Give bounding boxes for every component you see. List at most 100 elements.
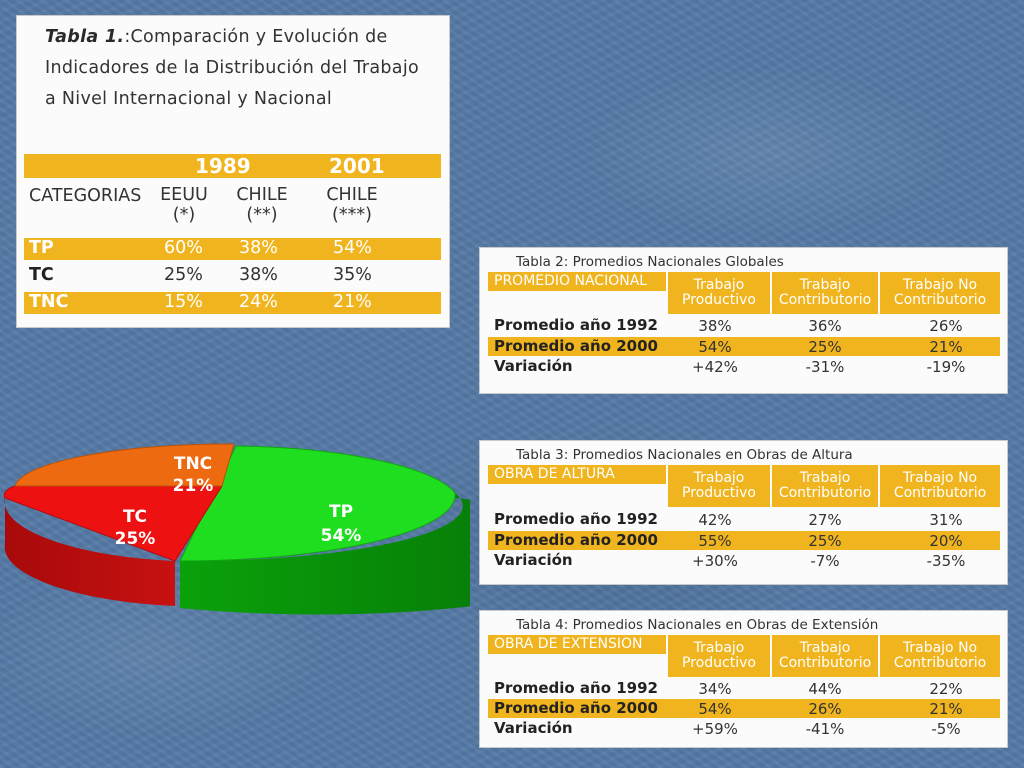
table-2-cell: -31% — [805, 358, 845, 376]
col-header-line: Trabajo — [693, 277, 745, 293]
table-1-col-chile-1: CHILE (**) — [227, 185, 297, 225]
table-3-row-band — [488, 531, 1000, 550]
pie-label-tc: TC — [123, 507, 147, 527]
col-header-line: Trabajo — [693, 640, 745, 656]
table-4-row-label: Promedio año 1992 — [494, 679, 658, 697]
table-3-cell: -35% — [926, 552, 966, 570]
col-header-line: Trabajo — [799, 470, 851, 486]
table-2-cell: 26% — [929, 317, 963, 335]
table-4-col-tnc: Trabajo No Contributorio — [880, 635, 1000, 677]
table-1-cell: 21% — [333, 292, 372, 312]
table-1-cell: 35% — [333, 265, 372, 285]
table-3-cell: 55% — [698, 532, 732, 550]
table-2-panel: Tabla 2: Promedios Nacionales Globales P… — [480, 248, 1007, 393]
col-name: CHILE — [326, 185, 378, 205]
table-2-col-tc: Trabajo Contributorio — [772, 272, 878, 314]
table-2-cell: 25% — [808, 338, 842, 356]
table-3-row-label: Variación — [494, 551, 573, 569]
table-3-cell: 25% — [808, 532, 842, 550]
table-4-title: Tabla 4: Promedios Nacionales en Obras d… — [516, 617, 879, 633]
table-3-cell: 42% — [698, 511, 732, 529]
col-note: (***) — [332, 205, 372, 225]
table-3-cell: 27% — [808, 511, 842, 529]
table-4-col-tc: Trabajo Contributorio — [772, 635, 878, 677]
col-header-line: Trabajo No — [902, 470, 978, 486]
pie-label-tp: TP — [329, 502, 353, 522]
col-name: CHILE — [236, 185, 288, 205]
col-header-line: Contributorio — [778, 292, 872, 308]
table-2-col-tp: Trabajo Productivo — [668, 272, 770, 314]
col-header-line: Productivo — [682, 655, 756, 671]
table-2-row-label: Variación — [494, 357, 573, 375]
col-header-line: Trabajo No — [902, 640, 978, 656]
col-header-line: Trabajo — [799, 277, 851, 293]
table-1-category-label: CATEGORIAS — [29, 186, 142, 206]
pie-side-tc — [4, 498, 175, 606]
table-1-year-1989: 1989 — [195, 154, 251, 178]
table-4-row-label: Variación — [494, 719, 573, 737]
table-1-year-band — [24, 154, 441, 178]
table-3-col-tnc: Trabajo No Contributorio — [880, 465, 1000, 507]
table-2-col-tnc: Trabajo No Contributorio — [880, 272, 1000, 314]
table-1-col-eeuu: EEUU (*) — [154, 185, 214, 225]
table-2-cell: -19% — [926, 358, 966, 376]
table-3-cell: +30% — [692, 552, 738, 570]
pie-side-tp — [180, 493, 470, 615]
table-1-cell: 24% — [239, 292, 278, 312]
table-4-col-tp: Trabajo Productivo — [668, 635, 770, 677]
table-2-row-label: Promedio año 2000 — [494, 337, 658, 355]
table-3-title: Tabla 3: Promedios Nacionales en Obras d… — [516, 447, 853, 463]
pie-slice-tnc — [14, 443, 235, 487]
table-1-title: Tabla 1.:Comparación y Evolución de Indi… — [45, 27, 419, 109]
table-1-cell: 54% — [333, 238, 372, 258]
col-header-line: Trabajo — [693, 470, 745, 486]
table-2-cell: 21% — [929, 338, 963, 356]
table-1-cell: 60% — [164, 238, 203, 258]
table-4-panel: Tabla 4: Promedios Nacionales en Obras d… — [480, 611, 1007, 747]
table-3-row-label: Promedio año 1992 — [494, 510, 658, 528]
table-3-row-label: Promedio año 2000 — [494, 531, 658, 549]
table-1-row-label-tnc: TNC — [29, 292, 69, 312]
table-3-category: OBRA DE ALTURA — [488, 465, 666, 484]
table-4-cell: +59% — [692, 720, 738, 738]
col-header-line: Contributorio — [778, 485, 872, 501]
table-1-col-chile-2: CHILE (***) — [317, 185, 387, 225]
col-header-line: Contributorio — [893, 292, 987, 308]
table-3-cell: -7% — [810, 552, 840, 570]
table-4-cell: 34% — [698, 680, 732, 698]
table-3-cell: 31% — [929, 511, 963, 529]
col-header-line: Contributorio — [778, 655, 872, 671]
table-4-cell: 26% — [808, 700, 842, 718]
table-2-row-label: Promedio año 1992 — [494, 316, 658, 334]
col-header-line: Trabajo — [799, 640, 851, 656]
table-2-row-band — [488, 337, 1000, 356]
col-note: (*) — [172, 205, 196, 225]
col-header-line: Contributorio — [893, 655, 987, 671]
table-4-cell: -5% — [931, 720, 961, 738]
table-4-row-band — [488, 699, 1000, 718]
table-4-cell: 22% — [929, 680, 963, 698]
table-1-cell: 25% — [164, 265, 203, 285]
table-4-cell: -41% — [805, 720, 845, 738]
table-2-cell: 36% — [808, 317, 842, 335]
pie-value-tp: 54% — [321, 526, 362, 546]
table-1-row-tnc-band — [24, 292, 441, 314]
col-header-line: Contributorio — [893, 485, 987, 501]
table-2-category: PROMEDIO NACIONAL — [488, 272, 666, 291]
table-4-category: OBRA DE EXTENSION — [488, 635, 666, 654]
col-header-line: Trabajo No — [902, 277, 978, 293]
table-1-cell: 38% — [239, 238, 278, 258]
pie-value-tnc: 21% — [173, 476, 214, 496]
table-2-cell: +42% — [692, 358, 738, 376]
pie-label-tnc: TNC — [174, 454, 212, 474]
col-note: (**) — [246, 205, 278, 225]
table-1-year-2001: 2001 — [329, 154, 385, 178]
table-1-row-label-tc: TC — [29, 265, 54, 285]
table-1-row-tp-band — [24, 238, 441, 260]
pie-value-tc: 25% — [115, 529, 156, 549]
col-header-line: Productivo — [682, 292, 756, 308]
table-3-panel: Tabla 3: Promedios Nacionales en Obras d… — [480, 441, 1007, 584]
table-1-row-label-tp: TP — [29, 238, 54, 258]
table-4-row-label: Promedio año 2000 — [494, 699, 658, 717]
table-2-cell: 38% — [698, 317, 732, 335]
